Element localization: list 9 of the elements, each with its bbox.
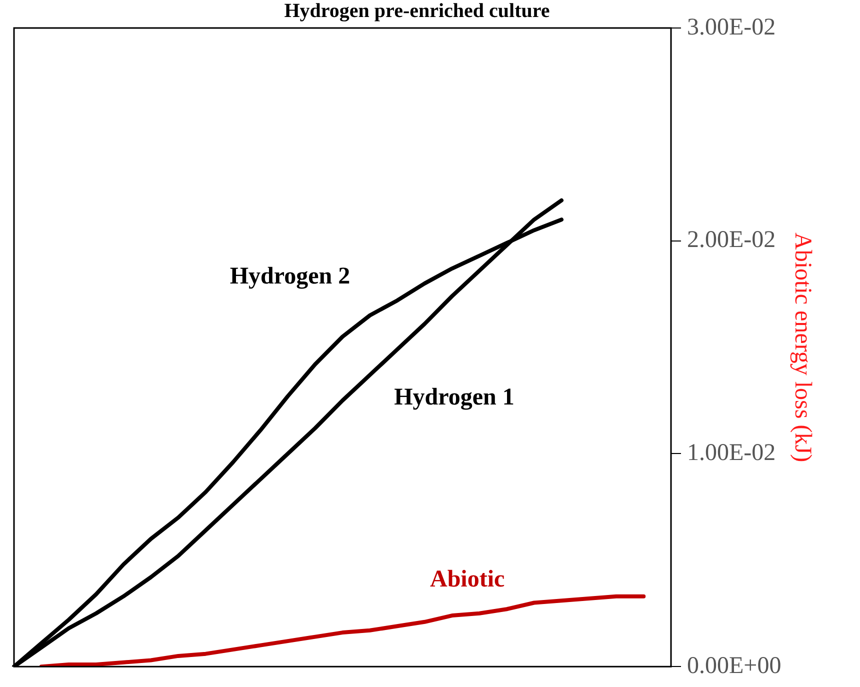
series-label: Hydrogen 2 xyxy=(230,263,350,290)
y-tick-label: 3.00E-02 xyxy=(687,14,776,40)
y-axis-title: Abiotic energy loss (kJ) xyxy=(789,232,816,462)
series-label: Hydrogen 1 xyxy=(394,384,514,411)
y-tick-label: 2.00E-02 xyxy=(687,227,776,254)
y-tick-label: 1.00E-02 xyxy=(687,440,776,466)
y-tick-label: 0.00E+00 xyxy=(687,652,782,679)
series-label: Abiotic xyxy=(430,566,506,593)
chart-title: Hydrogen pre-enriched culture xyxy=(284,0,550,22)
